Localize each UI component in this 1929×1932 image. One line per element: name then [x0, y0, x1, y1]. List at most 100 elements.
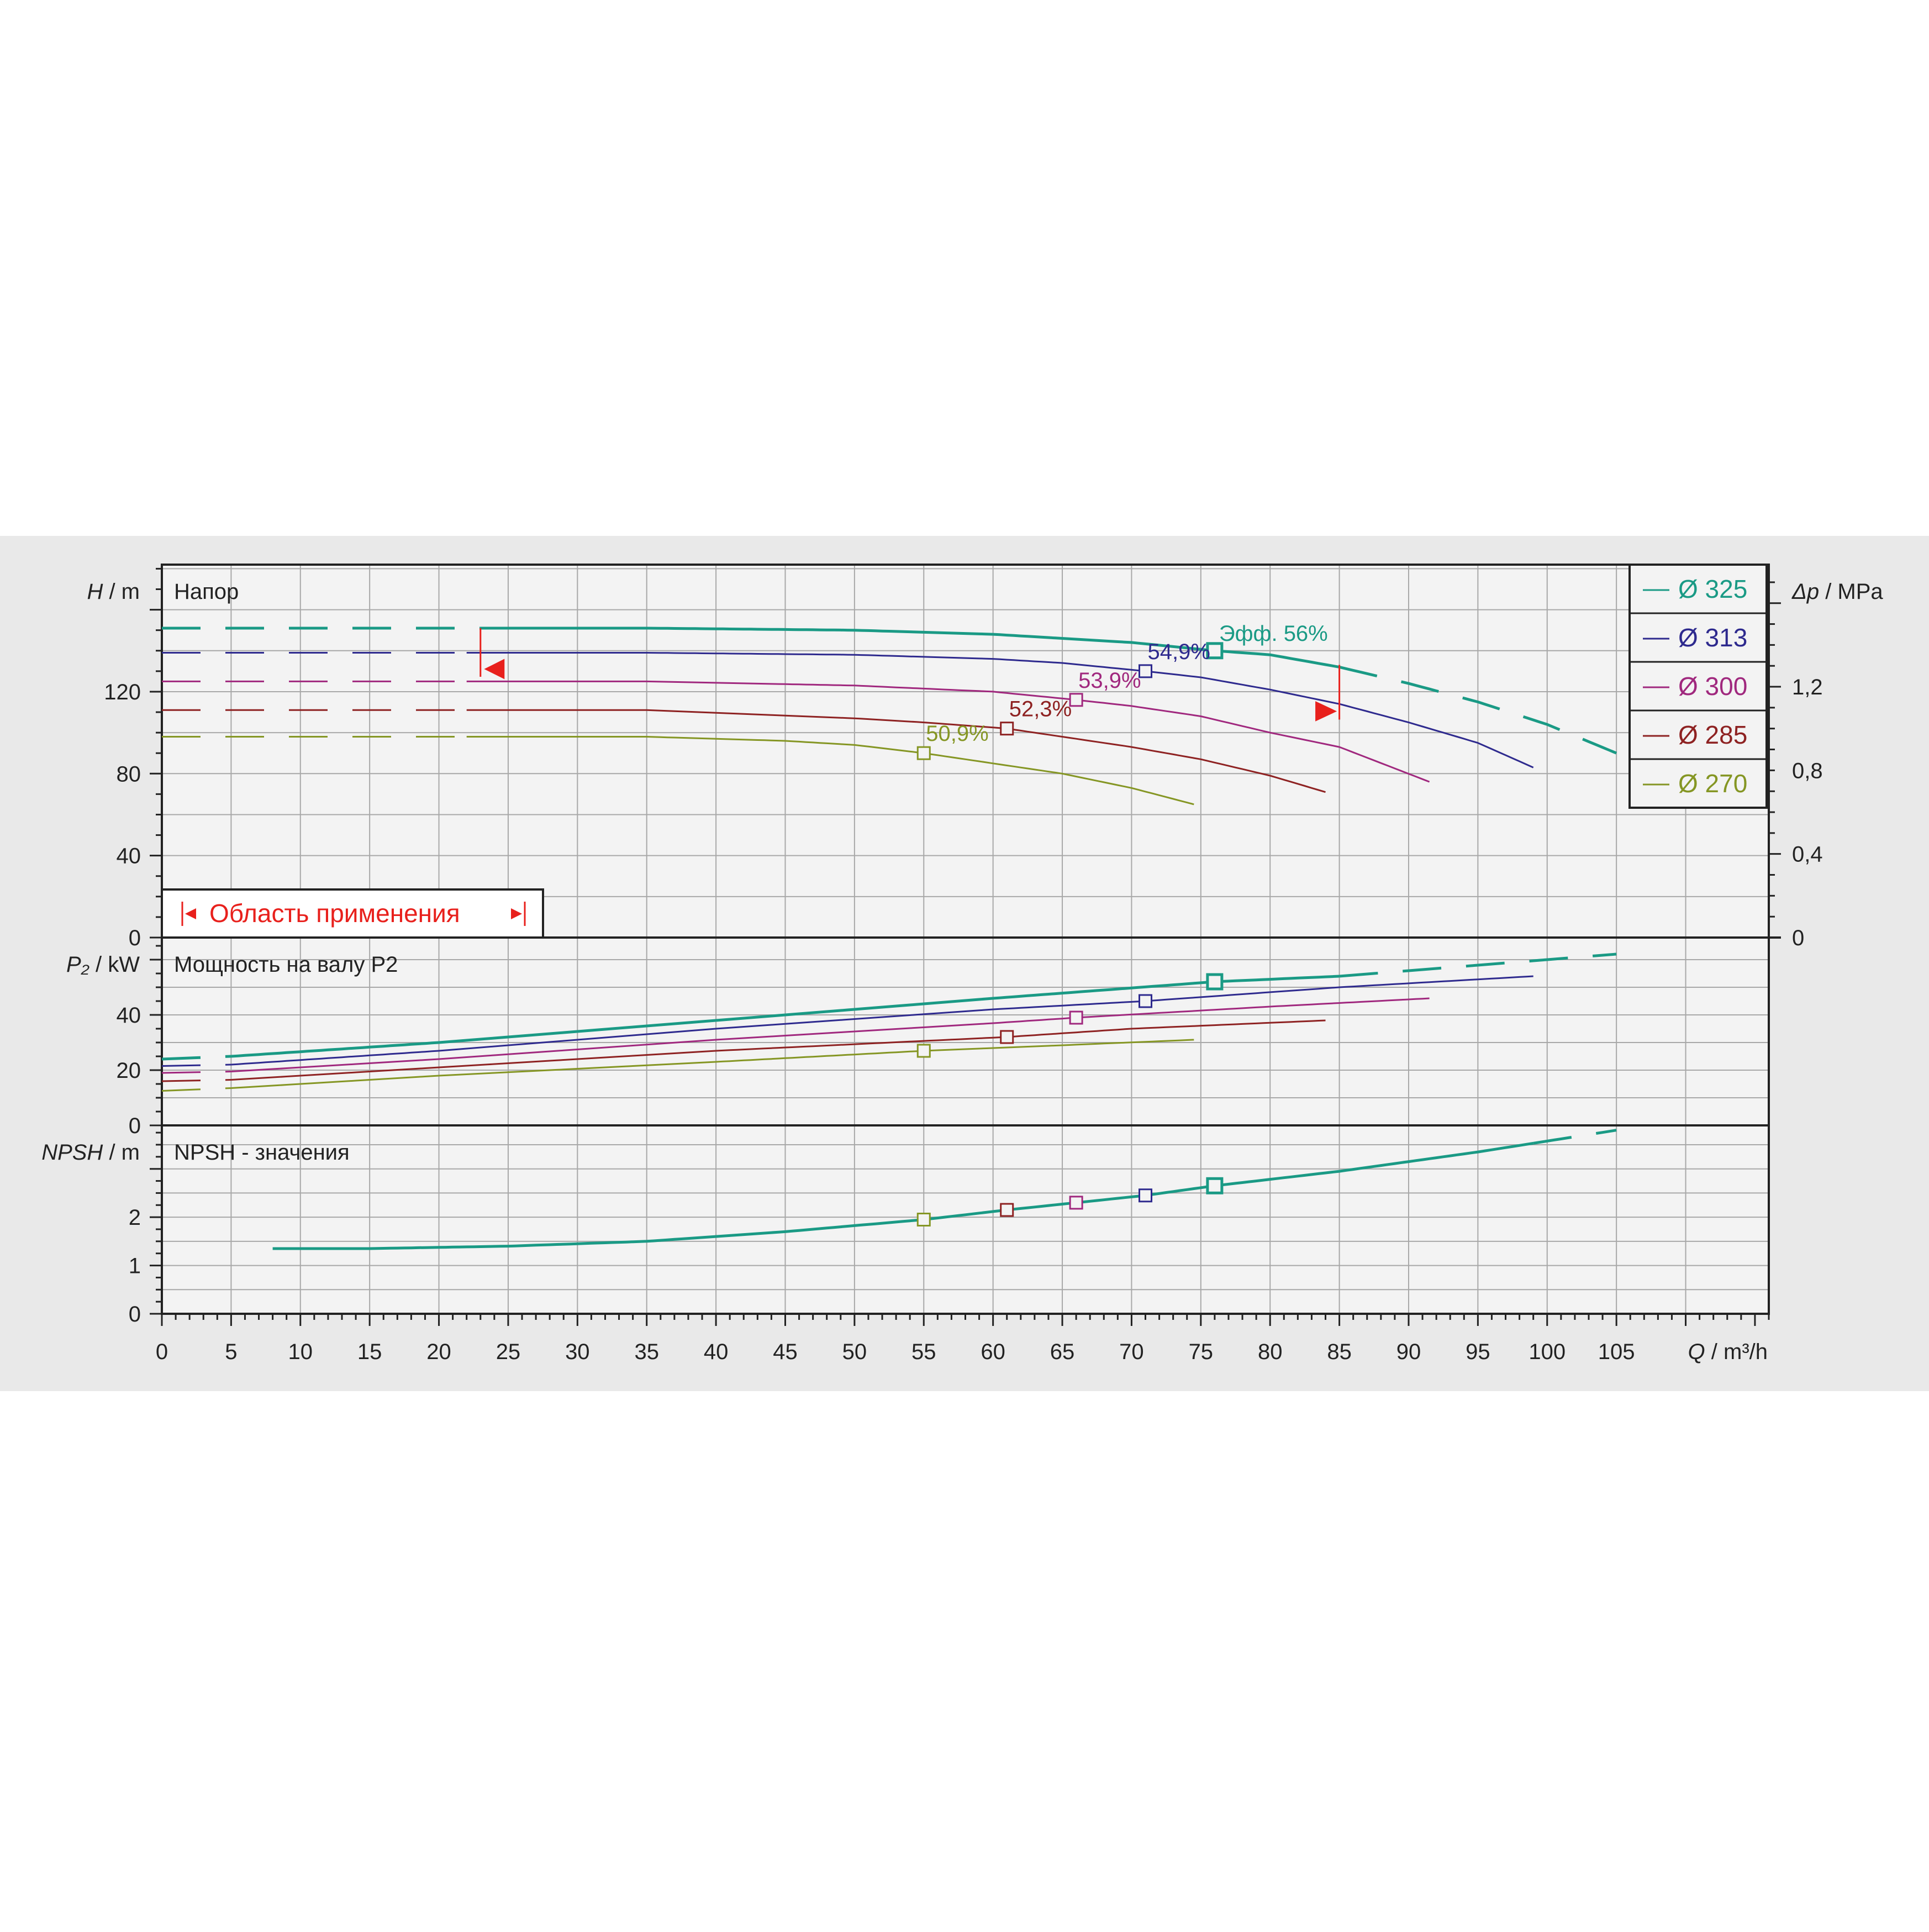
y-axis-label: H / m: [87, 580, 140, 604]
series-300-head: [162, 680, 1430, 783]
efficiency-label: 54,9%: [1148, 640, 1210, 664]
legend-label: Ø 325: [1678, 575, 1747, 603]
y-tick-label: 40: [117, 844, 141, 868]
series-325-power: [161, 952, 1617, 1061]
series-325-head: [162, 627, 1617, 755]
y-axis-symbol: P₂: [66, 952, 89, 977]
y2-tick-label: 0,8: [1792, 759, 1823, 783]
x-tick-label: 90: [1396, 1340, 1421, 1364]
series-line: [231, 997, 1430, 1072]
series-dashed-segment: [161, 1071, 231, 1074]
y2-axis-label: Δp / MPa: [1791, 580, 1883, 604]
efficiency-label: Эфф. 56%: [1219, 622, 1328, 646]
frame-border: [161, 564, 1770, 1315]
efficiency-marker: [1069, 1196, 1083, 1210]
application-range-frame: [161, 888, 544, 939]
efficiency-marker: [916, 746, 931, 760]
series-270-head: [162, 736, 1194, 806]
x-tick-label: 70: [1119, 1340, 1144, 1364]
legend-label: Ø 313: [1678, 623, 1747, 652]
efficiency-marker: [1139, 664, 1153, 678]
x-tick-label: 50: [842, 1340, 867, 1364]
y-axis-label: P₂ / kW: [66, 952, 140, 977]
x-tick-label: 35: [634, 1340, 659, 1364]
series-300-power: [161, 997, 1430, 1074]
application-range-label: Область применения: [209, 899, 460, 928]
y-tick-label: 20: [117, 1059, 141, 1083]
x-tick-label: 105: [1598, 1340, 1635, 1364]
y-tick-label: 0: [129, 926, 141, 950]
x-tick-label: 80: [1258, 1340, 1283, 1364]
y-axis-symbol: NPSH: [41, 1140, 103, 1165]
efficiency-marker: [1000, 1030, 1014, 1044]
series-dashed-segment: [1339, 952, 1617, 978]
y-tick-label: 1: [129, 1254, 141, 1278]
efficiency-marker: [1069, 693, 1083, 707]
series-dashed-segment: [161, 1064, 231, 1067]
efficiency-marker: [1069, 1010, 1083, 1025]
series-line: [466, 709, 1326, 793]
efficiency-label: 52,3%: [1009, 697, 1072, 722]
x-tick-label: 65: [1050, 1340, 1075, 1364]
series-dashed-segment: [161, 1079, 231, 1082]
plot-area: [162, 565, 1769, 1314]
x-tick-label: 5: [225, 1340, 237, 1364]
range-min-arrow: [484, 659, 505, 680]
series-line: [272, 1141, 1534, 1250]
x-tick-label: 85: [1327, 1340, 1352, 1364]
grid: [162, 565, 1769, 1314]
series-dashed-segment: [161, 1055, 231, 1061]
y-tick-label: 0: [129, 1302, 141, 1326]
y-axis-unit: / kW: [89, 952, 140, 977]
x-axis-symbol: Q: [1688, 1340, 1705, 1364]
x-tick-label: 10: [288, 1340, 313, 1364]
x-tick-label: 15: [357, 1340, 382, 1364]
y-axis-symbol: H: [87, 580, 103, 604]
y2-axis-symbol: Δp: [1791, 580, 1819, 604]
legend: Ø 325 Ø 313 Ø 300 Ø 285 Ø 270: [1628, 564, 1768, 809]
panel-title: Мощность на валу P2: [174, 952, 398, 977]
legend-frame: [1628, 564, 1768, 809]
series-line: [466, 680, 1430, 783]
legend-label: Ø 285: [1678, 720, 1747, 749]
efficiency-marker: [1206, 1177, 1224, 1194]
x-tick-label: 40: [704, 1340, 729, 1364]
series-dashed-segment: [1533, 1129, 1617, 1145]
series-line: [466, 652, 1534, 768]
efficiency-marker: [916, 1044, 931, 1058]
x-axis-unit: / m³/h: [1705, 1340, 1768, 1364]
x-tick-label: 30: [565, 1340, 590, 1364]
y-tick-label: 2: [129, 1205, 141, 1230]
series-285-head: [162, 709, 1326, 793]
range-arrow-right: [511, 908, 522, 919]
series-313-power: [161, 975, 1533, 1067]
x-tick-label: 55: [911, 1340, 936, 1364]
y-axis-label: NPSH / m: [41, 1140, 140, 1165]
efficiency-marker: [1139, 994, 1153, 1008]
series-line: [231, 1039, 1194, 1089]
panel-title: NPSH - значения: [174, 1140, 350, 1165]
panel-title: Напор: [174, 580, 239, 604]
series-270-power: [161, 1039, 1194, 1092]
efficiency-label: 53,9%: [1078, 668, 1141, 693]
series-dashed-segment: [1339, 665, 1617, 755]
curves: Эфф. 56% 54,9% 53,9%52,3% 50,9%: [161, 622, 1617, 1250]
y2-tick-label: 0: [1792, 926, 1804, 950]
series-line: [231, 1019, 1326, 1081]
efficiency-marker: [1000, 1203, 1014, 1217]
y2-axis-unit: / MPa: [1819, 580, 1883, 604]
series-NPSH-npsh: [272, 1129, 1617, 1250]
series-line: [231, 975, 1340, 1058]
x-tick-label: 25: [496, 1340, 521, 1364]
y-tick-label: 0: [129, 1114, 141, 1138]
x-tick-label: 95: [1466, 1340, 1490, 1364]
legend-label: Ø 300: [1678, 672, 1747, 701]
series-line: [231, 975, 1533, 1066]
x-tick-label: 75: [1189, 1340, 1214, 1364]
y2-tick-label: 0,4: [1792, 843, 1823, 867]
y-axis-unit: / m: [103, 1140, 140, 1165]
series-285-power: [161, 1019, 1326, 1082]
range-arrow-left: [185, 908, 196, 919]
